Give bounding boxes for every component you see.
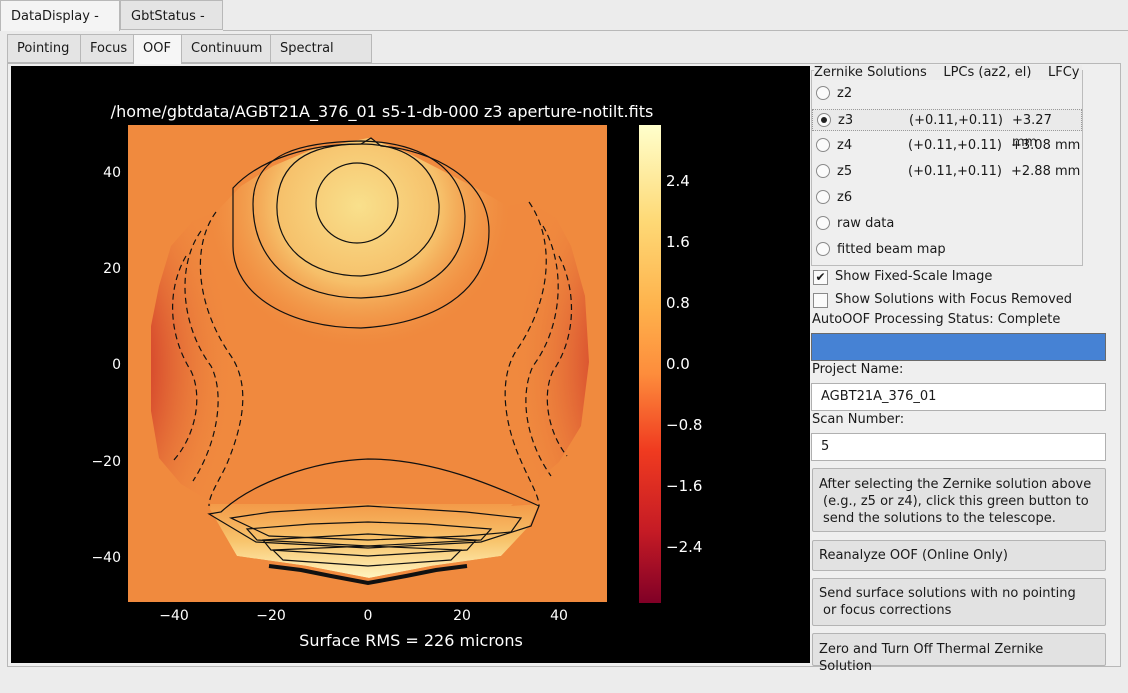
zernike-option-z4[interactable]: z4 (+0.11,+0.11) +3.08 mm xyxy=(812,135,1082,157)
send-no-pointing-button[interactable]: Send surface solutions with no pointing … xyxy=(812,578,1106,626)
tab-focus[interactable]: Focus xyxy=(80,34,134,63)
show-focus-removed-label: Show Solutions with Focus Removed xyxy=(835,292,1073,307)
reanalyze-oof-button[interactable]: Reanalyze OOF (Online Only) xyxy=(812,540,1106,571)
colorbar xyxy=(639,125,661,603)
radio-icon[interactable] xyxy=(816,138,830,152)
radio-icon[interactable] xyxy=(816,190,830,204)
radio-icon[interactable] xyxy=(816,86,830,100)
positive-contours xyxy=(207,137,540,567)
tab-datadisplay[interactable]: DataDisplay - 1 xyxy=(0,0,120,56)
tab-pointing[interactable]: Pointing xyxy=(7,34,81,63)
x-tick-label: −40 xyxy=(159,608,189,624)
scan-number-input[interactable]: 5 xyxy=(811,433,1106,461)
radio-icon[interactable] xyxy=(817,113,831,127)
tab-spectral-line[interactable]: Spectral Line xyxy=(270,34,372,84)
zernike-option-z6[interactable]: z6 xyxy=(812,187,1082,209)
project-name-input[interactable]: AGBT21A_376_01 xyxy=(811,383,1106,411)
zernike-option-raw-data[interactable]: raw data xyxy=(812,213,1082,235)
project-name-label: Project Name: xyxy=(812,362,904,377)
colorbar-tick-label: −2.4 xyxy=(666,538,702,556)
zernike-option-z2[interactable]: z2 xyxy=(812,83,1082,105)
show-fixed-scale-checkbox[interactable]: ✔ xyxy=(813,270,828,285)
tab-oof[interactable]: OOF xyxy=(133,34,182,64)
scan-number-label: Scan Number: xyxy=(812,412,905,427)
autooof-progress-bar xyxy=(811,333,1106,361)
y-tick-label: 40 xyxy=(103,165,121,181)
surface-rms-label: Surface RMS = 226 microns xyxy=(299,631,523,650)
zernike-option-z3[interactable]: z3 (+0.11,+0.11) +3.27 mm xyxy=(812,109,1082,150)
tab-gbtstatus[interactable]: GbtStatus - 1 xyxy=(120,0,223,56)
radio-icon[interactable] xyxy=(816,164,830,178)
x-tick-label: 40 xyxy=(550,608,568,624)
colorbar-tick-label: 1.6 xyxy=(666,233,690,251)
x-tick-label: 0 xyxy=(364,608,373,624)
x-tick-label: −20 xyxy=(256,608,286,624)
zernike-option-z5[interactable]: z5 (+0.11,+0.11) +2.88 mm xyxy=(812,161,1082,183)
oof-aperture-plot: /home/gbtdata/AGBT21A_376_01 s5-1-db-000… xyxy=(11,66,810,663)
autooof-status-label: AutoOOF Processing Status: Complete xyxy=(812,312,1061,327)
y-tick-label: −20 xyxy=(91,454,121,470)
aperture-edge xyxy=(268,564,468,586)
send-solutions-button[interactable]: After selecting the Zernike solution abo… xyxy=(812,468,1106,532)
x-tick-label: 20 xyxy=(453,608,471,624)
colorbar-tick-label: 2.4 xyxy=(666,172,690,190)
zero-thermal-zernike-button[interactable]: Zero and Turn Off Thermal Zernike Soluti… xyxy=(812,633,1106,674)
radio-icon[interactable] xyxy=(816,242,830,256)
negative-contours xyxy=(172,201,572,507)
show-focus-removed-checkbox[interactable] xyxy=(813,293,828,308)
y-tick-label: 0 xyxy=(112,357,121,373)
colorbar-tick-label: −0.8 xyxy=(666,416,702,434)
plot-title: /home/gbtdata/AGBT21A_376_01 s5-1-db-000… xyxy=(111,102,654,122)
show-fixed-scale-label: Show Fixed-Scale Image xyxy=(835,269,993,284)
colorbar-tick-label: −1.6 xyxy=(666,477,702,495)
y-tick-label: 20 xyxy=(103,261,121,277)
radio-icon[interactable] xyxy=(816,216,830,230)
zernike-option-fitted-beam-map[interactable]: fitted beam map xyxy=(812,239,1082,261)
y-tick-label: −40 xyxy=(91,550,121,566)
aperture-map-svg: /home/gbtdata/AGBT21A_376_01 s5-1-db-000… xyxy=(91,102,702,650)
tab-bar-line xyxy=(223,30,1128,31)
zernike-header: Zernike Solutions LPCs (az2, el) LFCy xyxy=(814,65,1082,80)
tab-continuum[interactable]: Continuum xyxy=(181,34,271,63)
colorbar-tick-label: 0.0 xyxy=(666,355,690,373)
colorbar-tick-label: 0.8 xyxy=(666,294,690,312)
progress-fill xyxy=(812,334,1105,360)
